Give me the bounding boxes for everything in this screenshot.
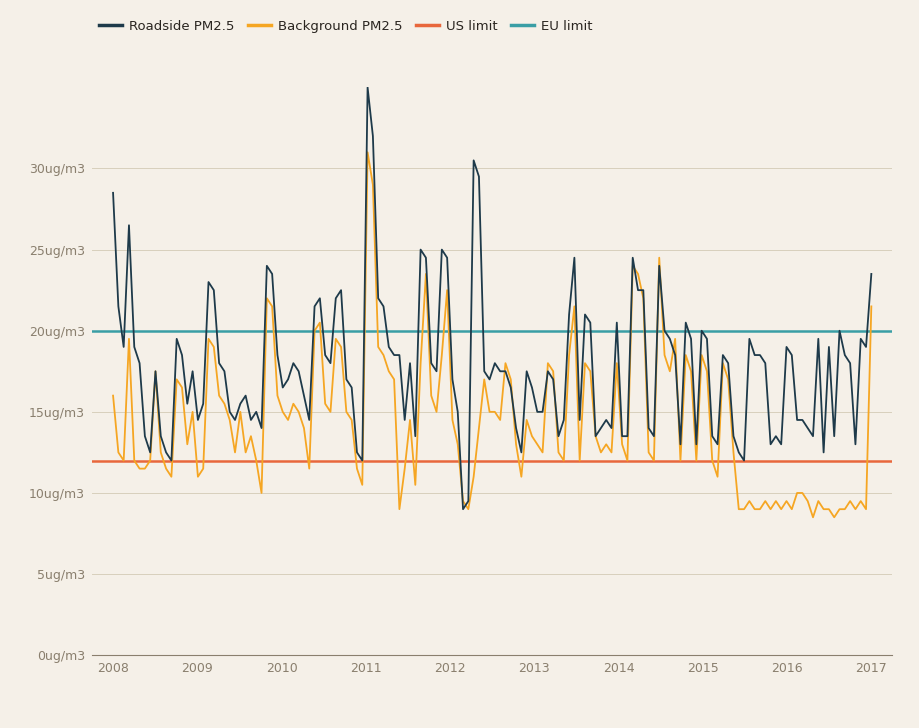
Background PM2.5 <box>807 513 818 522</box>
Line: Roadside PM2.5: Roadside PM2.5 <box>113 87 870 509</box>
Roadside PM2.5 <box>457 505 468 513</box>
Background PM2.5 <box>340 408 351 416</box>
Roadside PM2.5 <box>219 367 230 376</box>
Background PM2.5 <box>653 253 664 262</box>
Roadside PM2.5 <box>738 456 749 465</box>
Background PM2.5 <box>362 148 373 157</box>
Background PM2.5 <box>732 505 743 513</box>
Roadside PM2.5 <box>161 448 172 456</box>
Roadside PM2.5 <box>727 432 738 440</box>
Background PM2.5 <box>721 375 732 384</box>
Roadside PM2.5 <box>658 326 669 335</box>
Roadside PM2.5 <box>340 375 351 384</box>
Background PM2.5 <box>161 464 172 473</box>
Roadside PM2.5 <box>865 269 876 278</box>
Background PM2.5 <box>108 391 119 400</box>
Line: Background PM2.5: Background PM2.5 <box>113 152 870 518</box>
Background PM2.5 <box>865 302 876 311</box>
Roadside PM2.5 <box>362 83 373 92</box>
Roadside PM2.5 <box>108 189 119 197</box>
Legend: Roadside PM2.5, Background PM2.5, US limit, EU limit: Roadside PM2.5, Background PM2.5, US lim… <box>98 20 592 33</box>
Background PM2.5 <box>219 400 230 408</box>
